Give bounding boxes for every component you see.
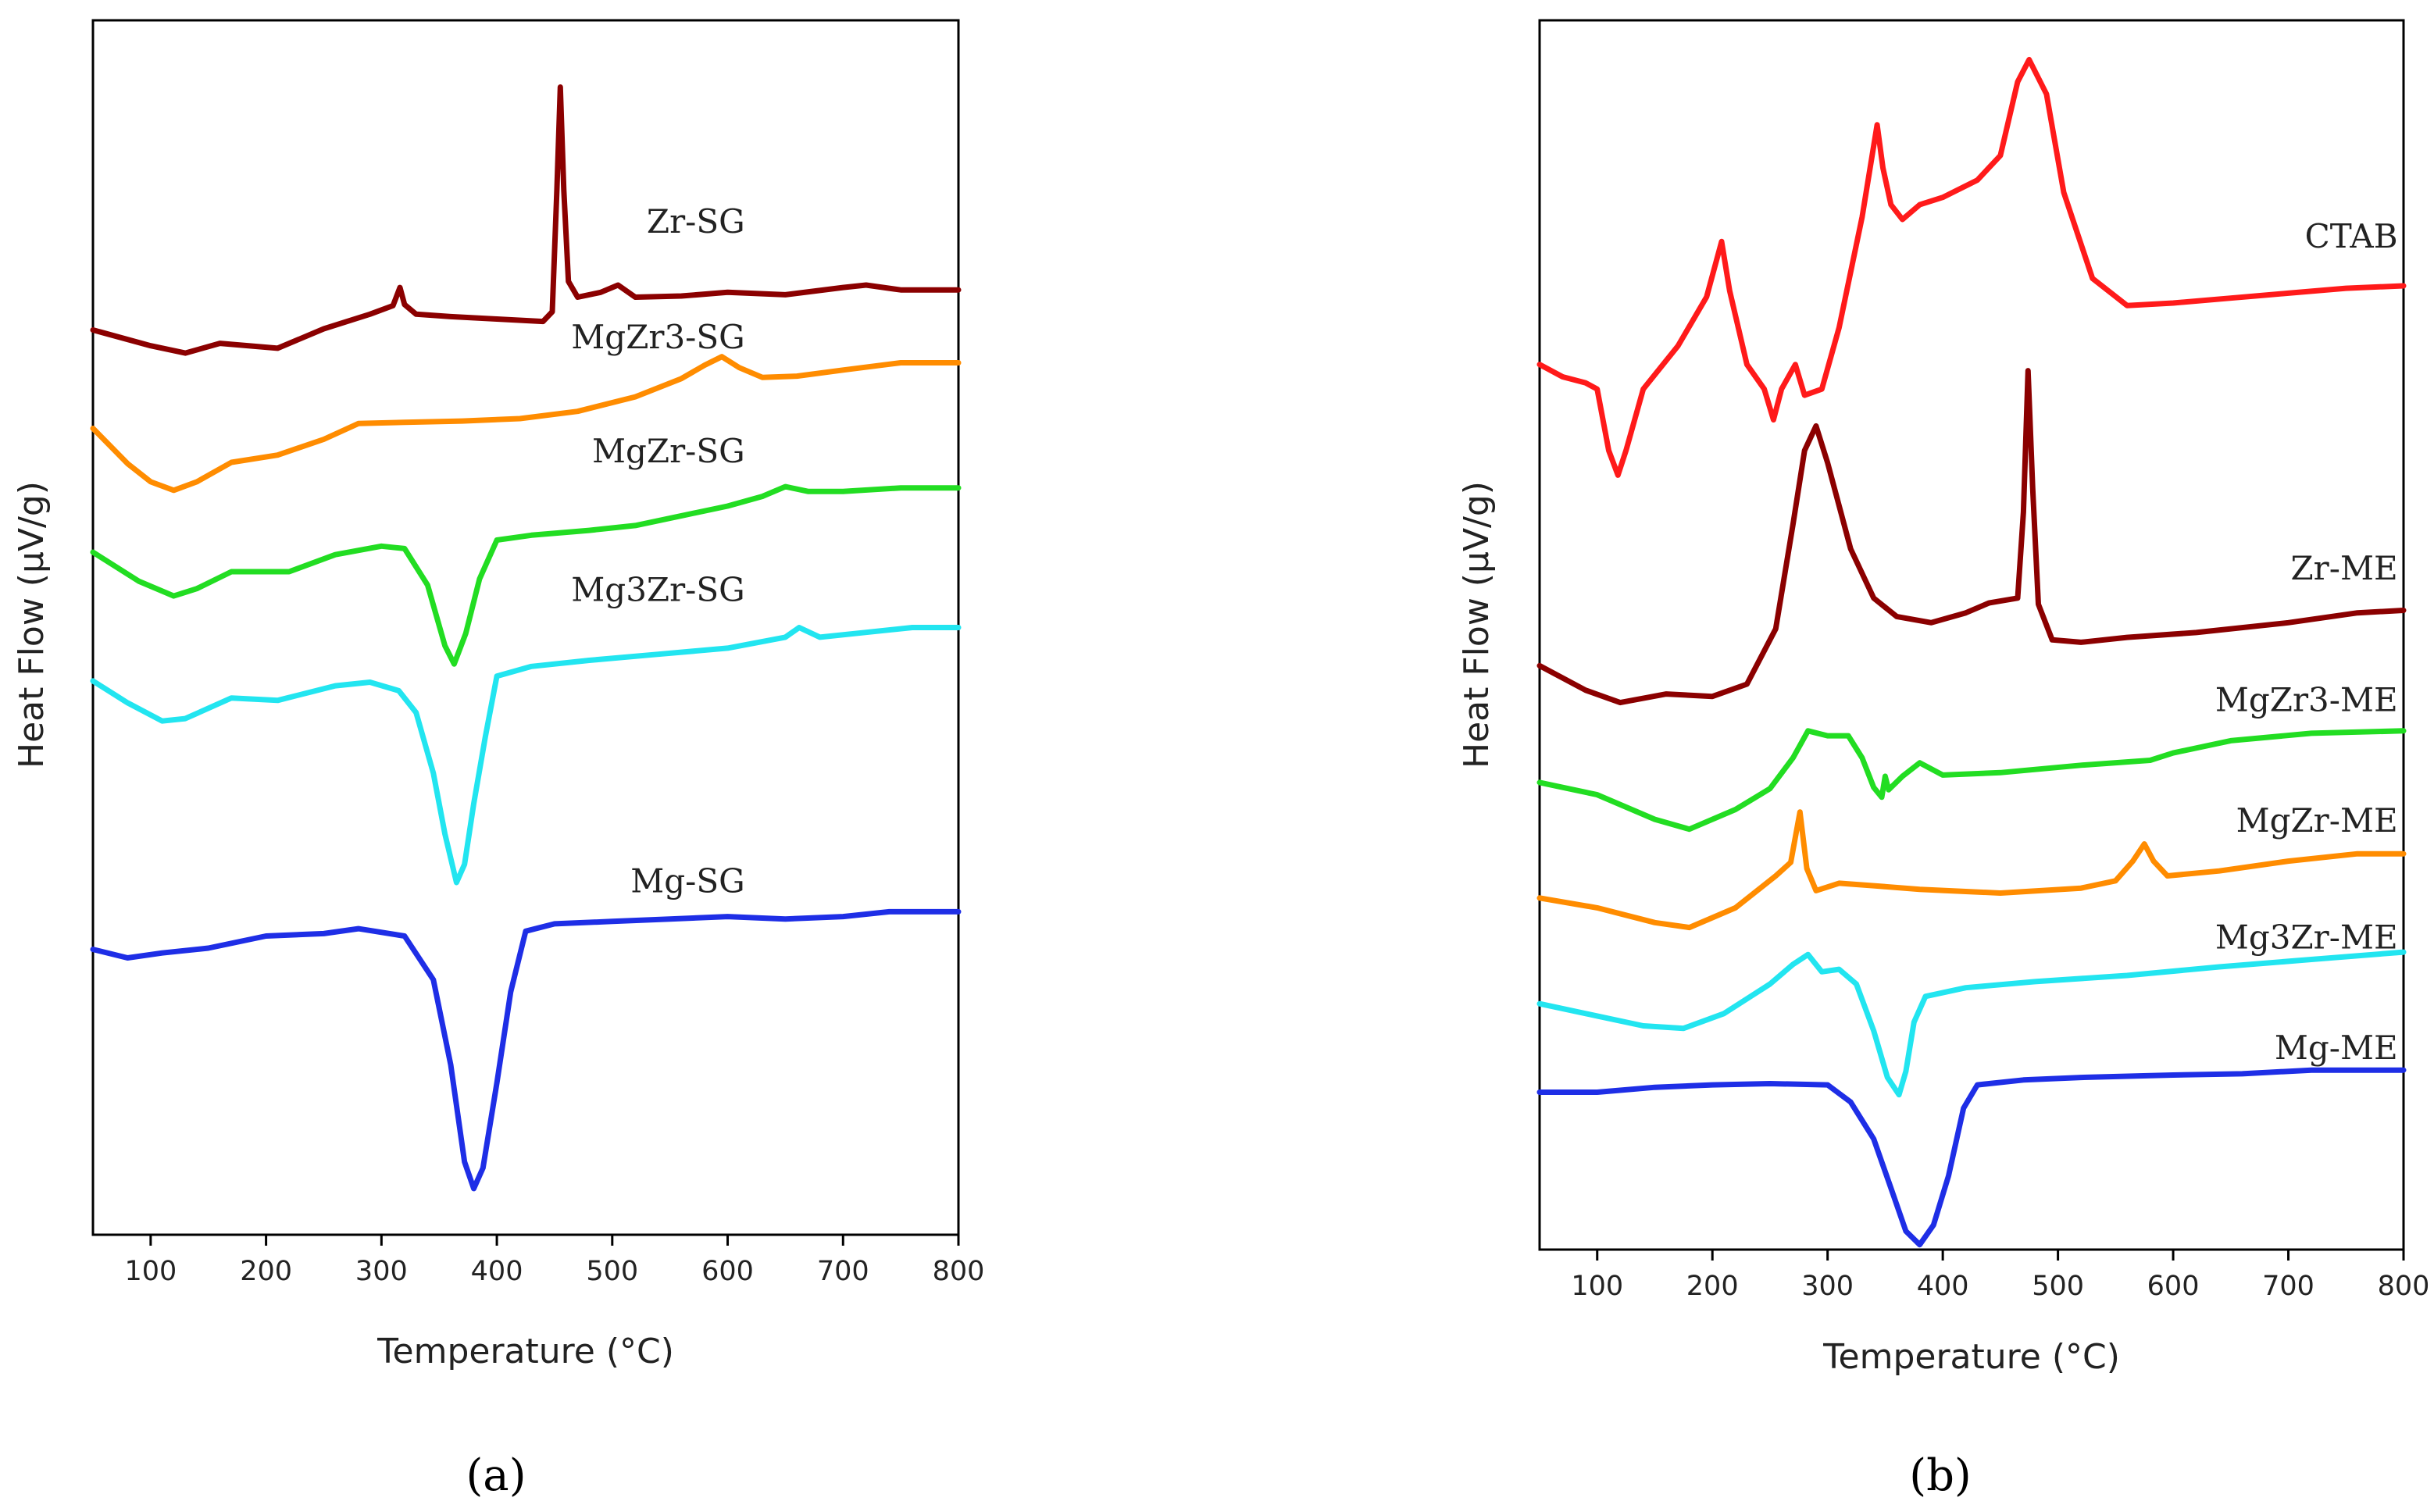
series-line-mgzr3-sg — [90, 354, 962, 494]
series-line-mgzr3-me — [1536, 728, 2407, 833]
x-tick-label-b-500: 500 — [2032, 1271, 2084, 1302]
x-tick-label-a-400: 400 — [471, 1256, 523, 1287]
x-axis-title-b: Temperature (°C) — [1822, 1337, 2120, 1377]
curves-a — [90, 84, 962, 1192]
series-line-mg-sg — [90, 908, 962, 1192]
series-label-mg3zr-sg: Mg3Zr-SG — [571, 570, 744, 608]
x-tick-label-b-100: 100 — [1571, 1271, 1623, 1302]
series-label-mgzr-sg: MgZr-SG — [592, 432, 745, 470]
series-line-mgzr-sg — [90, 483, 962, 667]
plot-frame-b — [1538, 19, 2405, 1251]
x-tick-label-a-200: 200 — [240, 1256, 292, 1287]
series-line-mg3zr-sg — [90, 625, 962, 886]
series-line-mg3zr-me — [1536, 949, 2407, 1098]
series-label-mg-me: Mg-ME — [2275, 1029, 2398, 1067]
panel-label-a: (a) — [466, 1450, 526, 1501]
x-axis-title-a: Temperature (°C) — [377, 1332, 674, 1371]
series-label-ctab: CTAB — [2305, 217, 2398, 255]
x-ticks-a: 100 200 300 400 500 600 700 800 — [124, 1235, 984, 1287]
x-tick-label-a-700: 700 — [817, 1256, 869, 1287]
series-label-zr-me: Zr-ME — [2291, 549, 2398, 587]
series-line-mg-me — [1536, 1067, 2407, 1248]
x-tick-label-b-400: 400 — [1917, 1271, 1969, 1302]
x-tick-label-a-300: 300 — [355, 1256, 408, 1287]
plot-frame-a — [91, 19, 960, 1236]
series-line-mgzr-me — [1536, 809, 2407, 931]
x-tick-label-b-800: 800 — [2378, 1271, 2430, 1302]
x-tick-label-b-600: 600 — [2147, 1271, 2200, 1302]
series-line-zr-sg — [90, 84, 962, 356]
series-label-mgzr3-me: MgZr3-ME — [2215, 681, 2398, 719]
x-tick-label-b-300: 300 — [1801, 1271, 1854, 1302]
x-tick-label-b-200: 200 — [1686, 1271, 1739, 1302]
series-line-ctab — [1536, 56, 2407, 478]
series-label-mgzr-me: MgZr-ME — [2236, 801, 2398, 840]
x-tick-label-a-500: 500 — [586, 1256, 638, 1287]
x-tick-label-a-800: 800 — [933, 1256, 985, 1287]
panel-label-b: (b) — [1909, 1450, 1972, 1501]
panel-b: 100 200 300 400 500 600 700 800 CTAB Zr-ME MgZr3-… — [1457, 19, 2429, 1501]
series-line-zr-me — [1536, 368, 2407, 706]
x-tick-label-b-700: 700 — [2262, 1271, 2314, 1302]
series-labels-b: CTAB Zr-ME MgZr3-ME MgZr-ME Mg3Zr-ME Mg-ME — [2215, 217, 2398, 1067]
series-label-mgzr3-sg: MgZr3-SG — [571, 318, 744, 356]
x-tick-label-a-600: 600 — [701, 1256, 754, 1287]
x-ticks-b: 100 200 300 400 500 600 700 800 — [1571, 1250, 2429, 1302]
series-label-mg3zr-me: Mg3Zr-ME — [2215, 918, 2398, 956]
y-axis-title-a: Heat Flow (μV/g) — [12, 481, 52, 768]
curves-b — [1536, 56, 2407, 1248]
series-label-zr-sg: Zr-SG — [647, 202, 745, 241]
series-labels-a: Zr-SG MgZr3-SG MgZr-SG Mg3Zr-SG Mg-SG — [571, 202, 744, 900]
x-tick-label-a-100: 100 — [124, 1256, 177, 1287]
panel-a: 100 200 300 400 500 600 700 800 Zr-SG MgZr3-SG Mg… — [12, 19, 984, 1501]
series-label-mg-sg: Mg-SG — [630, 861, 744, 900]
y-axis-title-b: Heat Flow (μV/g) — [1457, 481, 1497, 768]
